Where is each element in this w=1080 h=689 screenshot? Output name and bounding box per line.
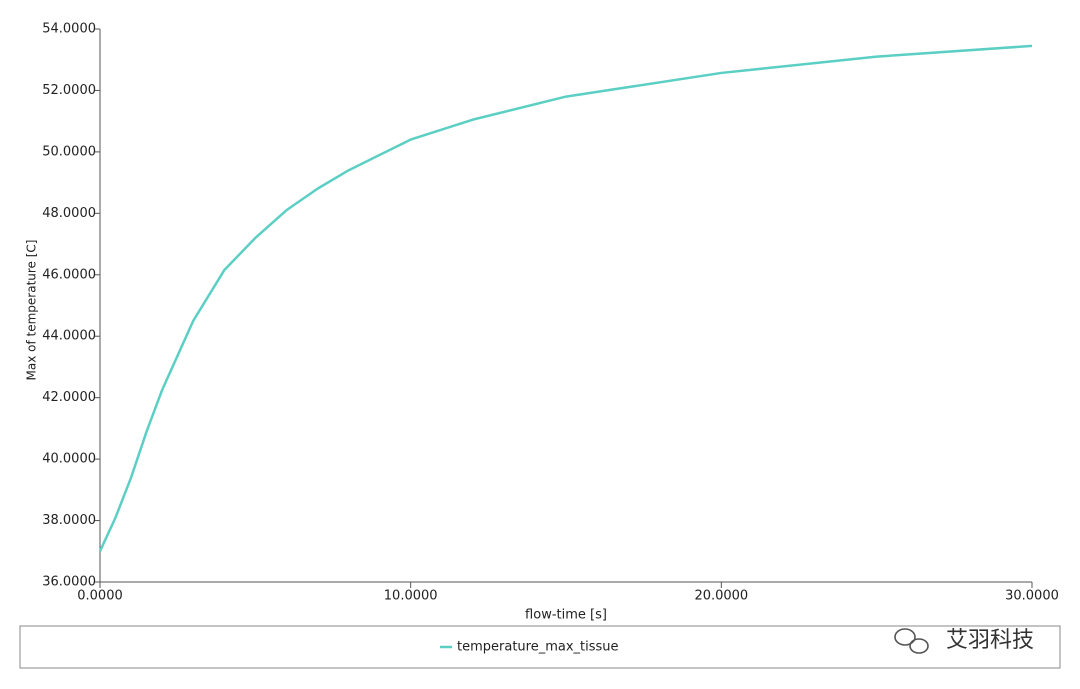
watermark: 艾羽科技 — [946, 628, 1034, 653]
legend-box — [19, 625, 1061, 669]
x-tick-label: 30.0000 — [1005, 589, 1059, 604]
y-tick-label: 38.0000 — [42, 513, 96, 528]
y-tick-label: 48.0000 — [42, 206, 96, 221]
y-tick-label: 44.0000 — [42, 329, 96, 344]
x-tick-label: 0.0000 — [77, 589, 123, 604]
y-tick-label: 40.0000 — [42, 452, 96, 467]
y-tick-label: 52.0000 — [42, 83, 96, 98]
y-tick-label: 42.0000 — [42, 390, 96, 405]
y-tick-label: 54.0000 — [42, 22, 96, 37]
y-axis-label: Max of temperature [C] — [25, 240, 39, 381]
x-tick-label: 10.0000 — [384, 589, 438, 604]
legend-label: temperature_max_tissue — [457, 640, 619, 655]
x-axis-label: flow-time [s] — [525, 608, 607, 623]
x-tick-label: 20.0000 — [694, 589, 748, 604]
watermark-icon — [894, 628, 929, 654]
y-tick-label: 36.0000 — [42, 575, 96, 590]
data-line — [98, 44, 1033, 552]
y-tick-label: 50.0000 — [42, 144, 96, 159]
y-tick-label: 46.0000 — [42, 267, 96, 282]
